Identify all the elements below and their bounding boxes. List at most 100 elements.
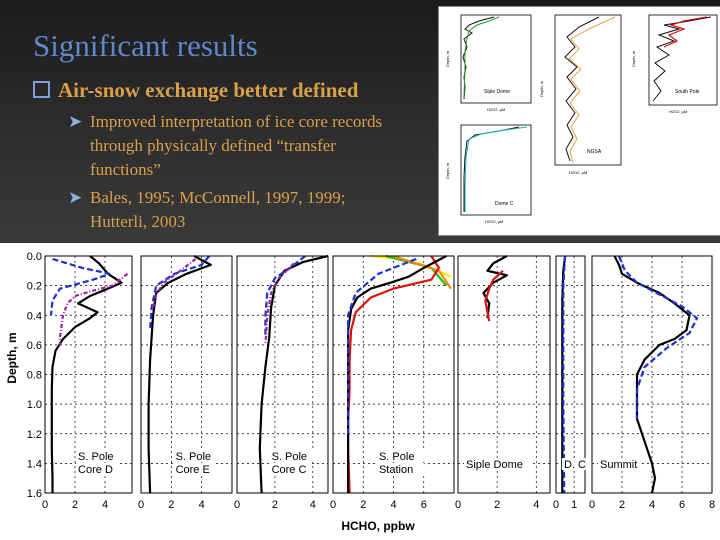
panel-frame	[555, 255, 586, 494]
svg-text:H2O2, µM: H2O2, µM	[669, 109, 687, 114]
series-line	[58, 272, 129, 345]
x-tick-label: 6	[421, 499, 427, 511]
panel-5: 0 1 D. C	[553, 255, 591, 511]
svg-text:Depth, m: Depth, m	[539, 80, 544, 97]
inset-panel-southpole: South Pole H2O2, µM Depth, m	[631, 14, 718, 114]
panel-frame	[236, 255, 329, 494]
y-axis: 0.0 0.2 0.4 0.6 0.8 1.0 1.2 1.4 1.6	[27, 251, 42, 500]
series-line	[617, 255, 699, 419]
x-tick-label: 1	[571, 499, 577, 511]
y-axis-label: Depth, m	[5, 332, 19, 383]
panel-label: Siple Dome	[466, 459, 523, 471]
x-tick-label: 0	[455, 499, 461, 511]
panel-label: Summit	[600, 459, 637, 471]
inset-label-ngsa: NGSA	[587, 149, 602, 155]
panel-6: 0 2 4 6 8 Summit	[589, 255, 715, 511]
panel-label: S. Pole	[272, 451, 307, 463]
inset-figure: Siple Dome H2O2, µM Depth, m NGSA H2O2, …	[438, 6, 720, 236]
series-line	[347, 257, 417, 434]
svg-text:H2O2, µM: H2O2, µM	[485, 219, 503, 224]
x-tick-label: 4	[310, 499, 316, 511]
x-tick-label: 2	[494, 499, 500, 511]
panel-frame	[140, 255, 233, 494]
panel-label-bg	[76, 450, 124, 462]
x-tick-label: 6	[679, 499, 685, 511]
inset-panel-domec: Dome C H2O2, µM Depth, m	[445, 124, 532, 224]
panel-label: Station	[379, 464, 413, 476]
series-line	[264, 255, 306, 338]
inset-label-siple: Siple Dome	[484, 89, 510, 95]
panel-label-bg	[76, 463, 118, 475]
panel-label-bg	[598, 458, 640, 470]
inset-label-southpole: South Pole	[675, 89, 700, 95]
series-line	[49, 257, 111, 316]
svg-text:Depth, m: Depth, m	[631, 50, 636, 67]
x-tick-label: 2	[272, 499, 278, 511]
hcho-depth-chart: 0.00.20.40.60.81.01.21.41.6 0 2 4S. PoleCo…	[5, 251, 715, 533]
panel-label-bg	[562, 458, 591, 470]
x-tick-label: 0	[42, 499, 48, 511]
inset-plots: Siple Dome H2O2, µM Depth, m NGSA H2O2, …	[445, 14, 718, 224]
arrow-bullet-icon: ➤	[68, 188, 83, 207]
arrow-bullet-icon: ➤	[68, 112, 83, 131]
x-tick-label: 4	[533, 499, 539, 511]
sub-bullet-1: ➤ Improved interpretation of ice core re…	[68, 110, 448, 182]
y-tick-label: 0.0	[27, 251, 42, 263]
inset-panel-ngsa: NGSA H2O2, µM Depth, m	[539, 14, 622, 175]
main-bullet: Air-snow exchange better defined	[33, 78, 358, 103]
sub-bullet-2-line1: Bales, 1995; McConnell, 1997, 1999;	[90, 188, 346, 207]
svg-text:H2O2, µM: H2O2, µM	[487, 107, 505, 112]
panel-4: 0 2 4 Siple Dome	[455, 255, 551, 511]
x-axis-label: HCHO, ppbw	[341, 519, 415, 533]
panel-label: S. Pole	[176, 451, 211, 463]
panel-label: Core D	[78, 464, 113, 476]
panel-label-bg	[173, 450, 221, 462]
y-tick-label: 0.4	[27, 310, 42, 322]
bullet-box-icon	[33, 81, 50, 98]
inset-panel-siple: Siple Dome H2O2, µM Depth, m	[445, 14, 532, 112]
sub-bullet-2-line2: Hutterli, 2003	[90, 212, 186, 231]
x-tick-label: 2	[168, 499, 174, 511]
x-tick-label: 4	[199, 499, 205, 511]
panel-label-bg	[376, 450, 425, 462]
series-line	[258, 254, 329, 494]
panel-label-bg	[464, 458, 530, 470]
series-line	[484, 269, 504, 322]
sub-bullet-2: ➤ Bales, 1995; McConnell, 1997, 1999; Hu…	[68, 186, 448, 234]
panel-frame	[44, 255, 133, 494]
panel-label-bg	[173, 463, 215, 475]
x-tick-label: 0	[234, 499, 240, 511]
x-tick-label: 8	[709, 499, 715, 511]
panel-label-bg	[269, 450, 317, 462]
sub-bullet-1-line1: Improved interpretation of ice core reco…	[90, 112, 383, 131]
x-tick-label: 0	[138, 499, 144, 511]
panel-frame	[591, 255, 713, 494]
slide-header: Significant results Air-snow exchange be…	[0, 0, 720, 243]
x-tick-label: 0	[330, 499, 336, 511]
panel-label-bg	[269, 463, 311, 475]
panel-label-bg	[376, 463, 425, 475]
panel-label: S. Pole	[78, 451, 113, 463]
y-tick-label: 0.6	[27, 340, 42, 352]
y-tick-label: 0.2	[27, 281, 42, 293]
x-tick-label: 2	[72, 499, 78, 511]
y-tick-label: 1.6	[27, 488, 42, 500]
panel-label: Core C	[272, 464, 307, 476]
x-tick-label: 4	[102, 499, 108, 511]
slide-title: Significant results	[33, 28, 258, 63]
series-line	[149, 255, 211, 331]
y-tick-label: 1.2	[27, 429, 42, 441]
y-tick-label: 1.0	[27, 399, 42, 411]
x-tick-label: 2	[360, 499, 366, 511]
svg-text:Depth, m: Depth, m	[445, 162, 450, 179]
series-line	[482, 255, 508, 319]
y-tick-label: 1.4	[27, 458, 42, 470]
series-line	[562, 255, 567, 494]
x-tick-label: 0	[589, 499, 595, 511]
panel-frame	[332, 255, 455, 494]
